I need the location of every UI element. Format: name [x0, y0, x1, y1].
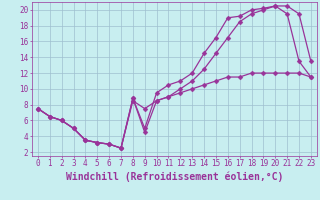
- X-axis label: Windchill (Refroidissement éolien,°C): Windchill (Refroidissement éolien,°C): [66, 171, 283, 182]
